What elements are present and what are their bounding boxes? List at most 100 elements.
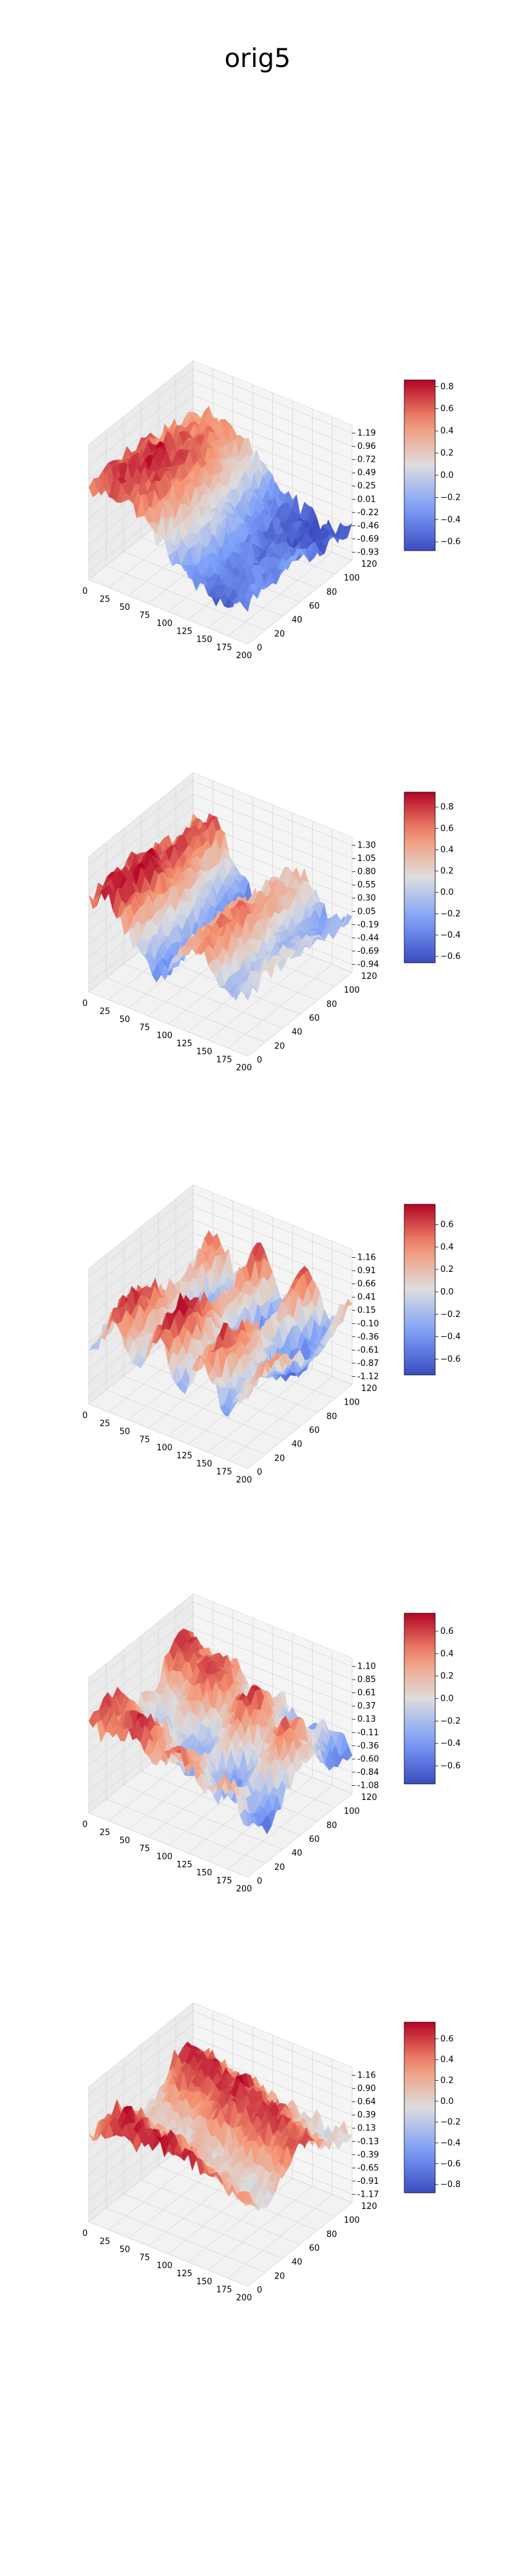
y-tick-label: 60	[309, 2244, 320, 2253]
y-tick-label: 0	[257, 1877, 262, 1886]
x-tick-label: 150	[196, 2277, 212, 2287]
z-tick-label: -0.11	[357, 1728, 379, 1738]
colorbar-tick-label: −0.2	[440, 1716, 461, 1726]
x-tick-label: 200	[236, 1475, 252, 1485]
y-tick-label: 20	[274, 1862, 285, 1872]
z-tick-label: 1.16	[357, 1253, 376, 1263]
z-tick-label: -0.36	[357, 1741, 379, 1751]
grid-line	[88, 368, 194, 453]
colorbar-tick-label: 0.6	[440, 1220, 454, 1229]
z-tick-label: -0.69	[357, 535, 379, 544]
x-tick-label: 50	[119, 1836, 130, 1846]
x-tick-label: 100	[156, 1443, 173, 1453]
colorbar-tick-label: 0.6	[440, 1627, 454, 1636]
colorbar-tick-label: 0.2	[440, 449, 454, 459]
z-tick-label: 1.05	[357, 854, 376, 864]
z-tick-label: -0.91	[357, 2177, 379, 2186]
colorbar-tick-label: 0.0	[440, 1694, 454, 1704]
surface-panel-2: 02550751001251501752000204060801001201.3…	[82, 772, 461, 1073]
grid-line	[88, 2037, 194, 2121]
grid-line	[88, 1615, 194, 1700]
z-tick-label: 0.30	[357, 894, 376, 904]
colorbar-tick-label: −0.4	[440, 2138, 461, 2148]
grid-line	[88, 2011, 194, 2095]
y-tick-label: 60	[309, 1426, 320, 1435]
x-tick-label: 100	[156, 619, 173, 629]
grid-line	[88, 1232, 194, 1317]
colorbar-tick-label: −0.2	[440, 2117, 461, 2127]
y-tick-label: 120	[361, 1793, 377, 1803]
grid-line	[88, 991, 248, 1057]
surface-panel-3: 02550751001251501752000204060801001201.1…	[82, 1184, 461, 1485]
surface-mesh	[88, 405, 353, 612]
grid-line	[106, 2207, 266, 2273]
x-tick-label: 150	[196, 1459, 212, 1469]
z-tick-label: -1.12	[357, 1372, 379, 1381]
grid-line	[192, 1628, 353, 1694]
grid-line	[192, 2011, 353, 2076]
z-tick-label: 0.55	[357, 880, 376, 890]
y-tick-label: 40	[292, 1028, 303, 1037]
z-tick-label: 0.05	[357, 907, 376, 916]
grid-line	[88, 381, 194, 466]
colorbar-tick-label: −0.4	[440, 1739, 461, 1748]
x-tick-label: 100	[156, 1852, 173, 1862]
y-tick-label: 60	[309, 601, 320, 611]
grid-line	[106, 1389, 266, 1455]
colorbar-tick-label: 0.4	[440, 2055, 454, 2065]
grid-line	[123, 963, 283, 1029]
colorbar	[404, 1204, 436, 1376]
colorbar-tick-label: −0.2	[440, 909, 461, 919]
z-tick-label: 1.16	[357, 2071, 376, 2081]
z-tick-label: 0.13	[357, 2124, 376, 2134]
colorbar-tick-label: 0.8	[440, 382, 454, 392]
z-tick-label: 0.96	[357, 442, 376, 451]
grid-line	[192, 807, 353, 873]
y-tick-label: 40	[292, 1440, 303, 1450]
x-tick-label: 0	[82, 587, 88, 596]
y-tick-label: 40	[292, 1849, 303, 1859]
colorbar-tick-label: −0.6	[440, 537, 461, 547]
surface-panel-1: 02550751001251501752000204060801001201.1…	[82, 360, 461, 661]
y-tick-label: 100	[344, 2216, 360, 2226]
x-tick-label: 75	[139, 2253, 150, 2263]
x-tick-label: 75	[139, 1435, 150, 1445]
colorbar-tick-label: 0.2	[440, 2076, 454, 2085]
colorbar-tick-label: 0.6	[440, 2034, 454, 2044]
grid-line	[88, 2023, 194, 2108]
colorbar-tick-label: 0.0	[440, 2097, 454, 2107]
grid-line	[192, 1193, 353, 1258]
z-tick-label: 0.15	[357, 1306, 376, 1316]
colorbar	[404, 379, 436, 551]
x-tick-label: 50	[119, 603, 130, 612]
x-tick-label: 175	[216, 1877, 232, 1886]
y-tick-label: 80	[326, 999, 337, 1009]
x-tick-label: 25	[100, 1828, 111, 1838]
colorbar-tick-label: 0.0	[440, 1287, 454, 1297]
grid-line	[140, 2179, 301, 2245]
x-tick-label: 175	[216, 643, 232, 653]
grid-line	[140, 1770, 301, 1836]
colorbar-tick-label: 0.2	[440, 1265, 454, 1274]
x-tick-label: 0	[82, 2229, 88, 2239]
grid-line	[192, 381, 353, 447]
colorbar-tick-label: 0.2	[440, 867, 454, 876]
x-tick-label: 50	[119, 1015, 130, 1025]
x-tick-label: 75	[139, 1844, 150, 1854]
x-tick-label: 25	[100, 1007, 111, 1017]
x-tick-label: 150	[196, 1868, 212, 1878]
colorbar-tick-label: −0.6	[440, 1355, 461, 1365]
y-tick-label: 100	[344, 1807, 360, 1817]
colorbar-tick-label: 0.4	[440, 1242, 454, 1252]
colorbar-tick-label: 0.0	[440, 471, 454, 480]
y-tick-label: 60	[309, 1835, 320, 1844]
y-tick-label: 20	[274, 2271, 285, 2281]
grid-line	[192, 368, 353, 433]
surface-mesh	[88, 1628, 353, 1835]
z-tick-label: -0.13	[357, 2137, 379, 2146]
x-tick-label: 200	[236, 2293, 252, 2303]
colorbar-tick-label: 0.6	[440, 824, 454, 833]
y-tick-label: 40	[292, 616, 303, 625]
z-tick-label: 0.37	[357, 1701, 376, 1711]
